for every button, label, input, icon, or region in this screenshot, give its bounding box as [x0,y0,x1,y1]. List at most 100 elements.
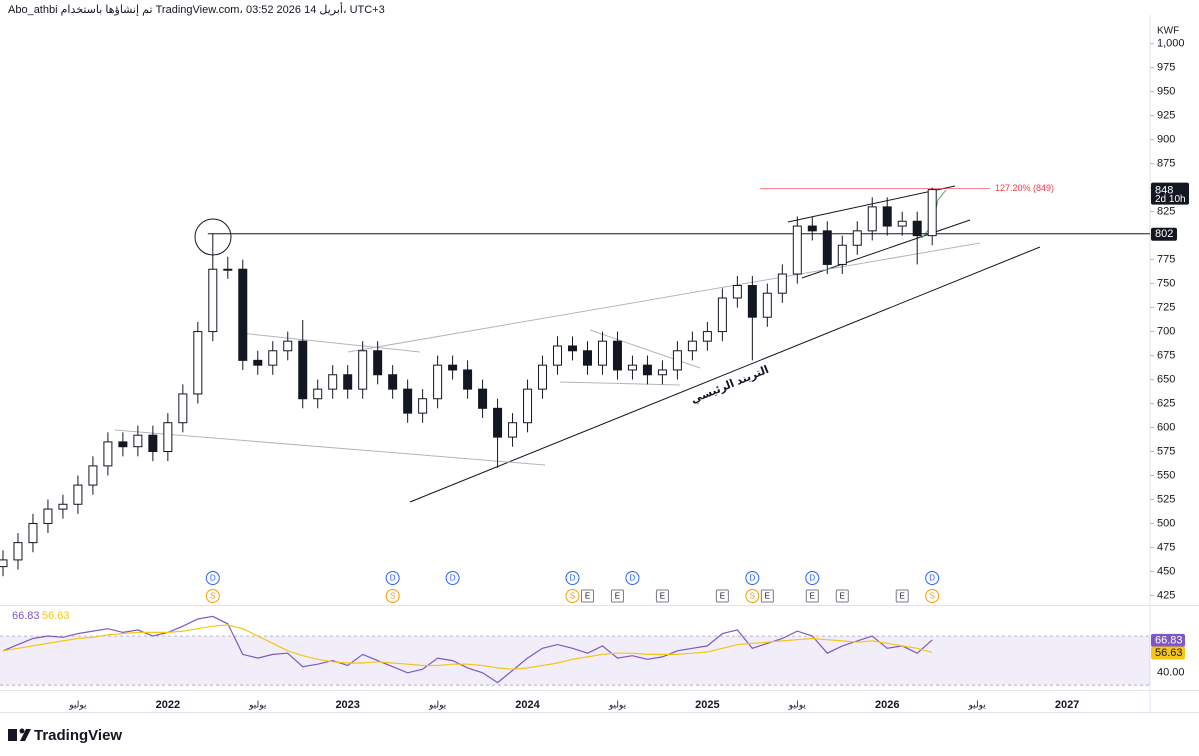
event-label: E [810,592,815,601]
event-label: S [570,592,575,601]
x-tick-label: يوليو [428,699,447,709]
y-tick-label: 625 [1157,397,1175,409]
candle-body [792,225,802,275]
x-tick-label: يوليو [788,699,807,709]
countdown-label: 2d 10h [1155,194,1186,205]
candle-body [88,465,98,486]
x-tick-label: 2027 [1055,699,1079,711]
candle-body [582,350,592,366]
y-tick-label: 550 [1157,469,1175,481]
rsi-value-label: 56.63 [1155,647,1183,659]
rsi-line [2,615,933,684]
target-label: 127.20% (849) [995,183,1054,193]
rsi-pane [0,615,1150,686]
event-label: D [749,574,755,583]
channel-line [787,185,956,223]
x-tick-label: 2026 [875,699,899,711]
event-label: E [765,592,770,601]
y-tick-label: 500 [1157,517,1175,529]
candle-body [313,388,323,400]
candle-body [538,364,548,390]
event-marker [580,589,594,603]
candle-body [897,220,907,227]
candle-body [448,364,458,371]
candle-body [508,422,518,438]
y-tick-label: 975 [1157,62,1175,74]
event-label: E [615,592,620,601]
event-label: E [585,592,590,601]
candle-body [223,268,233,271]
last-price-box [1151,182,1189,205]
candle-body [493,407,503,438]
x-tick-label: يوليو [248,699,267,709]
y-tick-label: 450 [1157,565,1175,577]
candle-body [463,369,473,390]
candle-body [43,508,53,524]
y-tick-label: 1,000 [1157,38,1185,50]
event-marker [745,589,760,603]
event-marker [205,589,220,603]
candle-body [807,225,817,232]
event-label: E [840,592,845,601]
y-tick-label: 600 [1157,421,1175,433]
y-tick-label: 675 [1157,349,1175,361]
candle-body [418,398,428,414]
candle-body [133,434,143,448]
candle-body [927,189,937,237]
thin-line [114,429,546,466]
candle-body [702,331,712,342]
y-tick-label: 725 [1157,302,1175,314]
event-marker [925,589,940,603]
event-label: D [929,574,935,583]
candle-body [208,268,218,333]
event-marker [385,571,400,585]
y-tick-label: 650 [1157,373,1175,385]
candle-body [118,441,128,448]
candle-body [523,388,533,424]
x-tick-label: 2025 [695,699,719,711]
thin-line [239,332,421,353]
event-marker [565,589,580,603]
event-marker [445,571,460,585]
last-price-label: 848 [1155,185,1173,197]
rsi-value-box [1151,633,1185,647]
event-marker [895,589,909,603]
event-label: D [210,574,216,583]
candle-body [73,484,83,505]
y-tick-label: 825 [1157,206,1175,218]
candle-body [717,297,727,333]
event-marker [835,589,849,603]
price-pane [0,187,1150,577]
currency: KWF [1157,26,1179,37]
y-tick-label: 700 [1157,325,1175,337]
event-label: D [450,574,456,583]
x-tick-label: 2023 [335,699,359,711]
candle-body [822,230,832,265]
candle-body [0,559,8,568]
level-box [1151,227,1177,241]
y-tick-label: 750 [1157,278,1175,290]
candle-body [912,220,922,237]
rsi-band-fill [0,636,1150,686]
candle-body [597,340,607,366]
candle-body [283,340,293,352]
x-tick-label: يوليو [608,699,627,709]
candle-body [103,441,113,467]
rsi-legend-value: 56.63 [42,610,70,622]
candle-body [687,340,697,352]
event-marker [655,589,669,603]
rsi-tick-label: 40.00 [1157,667,1185,679]
candle-body [148,434,158,453]
logo-icon [19,728,25,734]
candle-body [747,285,757,318]
candle-body [882,206,892,227]
candle-body [193,331,203,395]
candle-body [657,369,667,376]
rsi-value-box [1151,646,1185,660]
candle-body [328,374,338,390]
event-label: E [660,592,665,601]
event-marker [625,571,640,585]
x-tick-label: يوليو [68,699,87,709]
y-tick-label: 925 [1157,110,1175,122]
